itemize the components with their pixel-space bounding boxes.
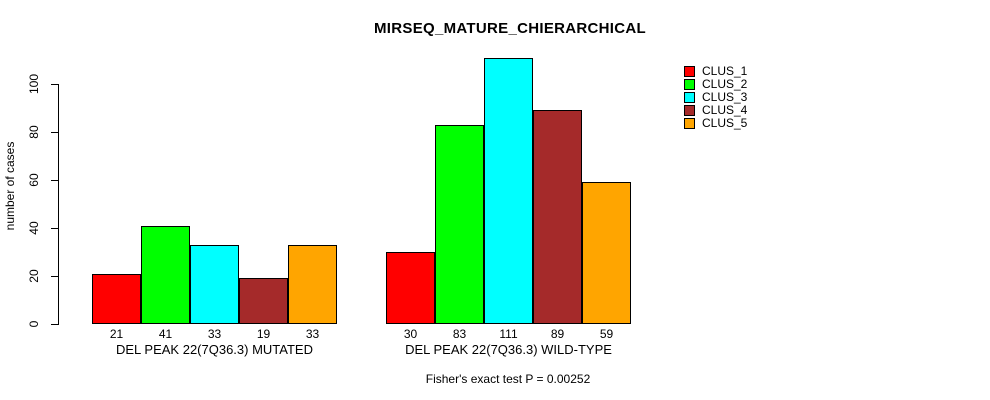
legend-swatch-clus_4 — [684, 105, 695, 116]
y-tick-mark — [51, 228, 58, 229]
bar-clus_4 — [533, 110, 582, 324]
bar-value-label: 41 — [158, 327, 173, 341]
bar-clus_1 — [92, 274, 141, 324]
bar-clus_2 — [141, 226, 190, 324]
bar-value-label: 59 — [599, 327, 614, 341]
y-tick-label: 60 — [27, 173, 41, 187]
bar-value-label: 21 — [109, 327, 124, 341]
y-tick-mark — [51, 180, 58, 181]
chart-annotation: Fisher's exact test P = 0.00252 — [425, 372, 591, 386]
y-tick-label: 100 — [27, 73, 41, 95]
legend-label-clus_5: CLUS_5 — [702, 116, 748, 130]
chart-title: MIRSEQ_MATURE_CHIERARCHICAL — [374, 20, 646, 37]
legend-label-clus_4: CLUS_4 — [702, 103, 748, 117]
y-axis-line — [58, 84, 59, 325]
legend-label-clus_1: CLUS_1 — [702, 64, 748, 78]
y-tick-mark — [51, 324, 58, 325]
legend-swatch-clus_1 — [684, 66, 695, 77]
y-tick-label: 20 — [27, 269, 41, 283]
bar-clus_1 — [386, 252, 435, 324]
bar-clus_5 — [288, 245, 337, 324]
bar-value-label: 83 — [452, 327, 467, 341]
y-tick-mark — [51, 276, 58, 277]
bar-clus_3 — [484, 58, 533, 324]
bar-value-label: 33 — [207, 327, 222, 341]
y-tick-mark — [51, 84, 58, 85]
bar-clus_4 — [239, 278, 288, 324]
legend-swatch-clus_5 — [684, 118, 695, 129]
bar-value-label: 30 — [403, 327, 418, 341]
y-tick-mark — [51, 132, 58, 133]
legend-label-clus_3: CLUS_3 — [702, 90, 748, 104]
legend-swatch-clus_3 — [684, 92, 695, 103]
bar-value-label: 19 — [256, 327, 271, 341]
x-group-label: DEL PEAK 22(7Q36.3) MUTATED — [116, 342, 313, 357]
bar-clus_5 — [582, 182, 631, 324]
legend-label-clus_2: CLUS_2 — [702, 77, 748, 91]
bar-clus_3 — [190, 245, 239, 324]
legend-swatch-clus_2 — [684, 79, 695, 90]
y-tick-label: 40 — [27, 221, 41, 235]
x-group-label: DEL PEAK 22(7Q36.3) WILD-TYPE — [405, 342, 612, 357]
bar-clus_2 — [435, 125, 484, 324]
y-tick-label: 80 — [27, 125, 41, 139]
bar-value-label: 89 — [550, 327, 565, 341]
bar-value-label: 33 — [305, 327, 320, 341]
y-axis-label: number of cases — [3, 141, 17, 231]
bar-value-label: 111 — [499, 327, 518, 341]
y-tick-label: 0 — [27, 320, 41, 328]
